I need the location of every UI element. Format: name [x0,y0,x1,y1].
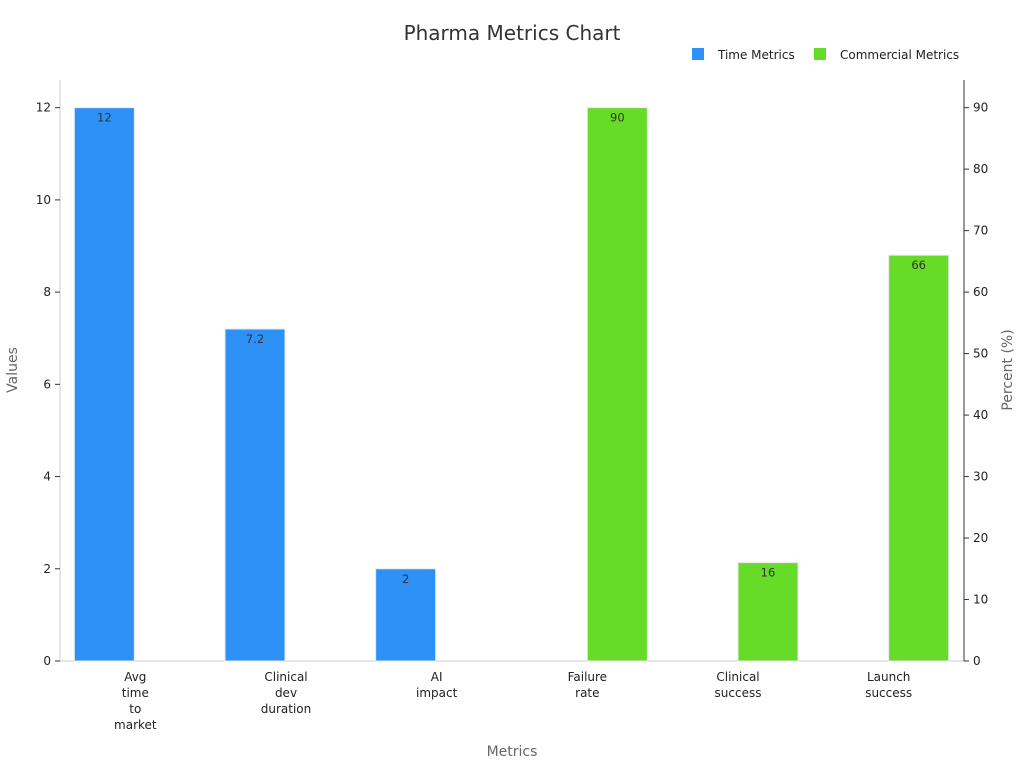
y-axis-title: Values [5,347,21,393]
x-tick-label: AI impact [416,670,458,700]
y-tick-label: 2 [43,562,51,576]
bar-value-label: 7.2 [246,332,264,346]
bar-value-label: 2 [402,572,409,586]
y-tick-label: 0 [43,654,51,668]
y-tick-label: 12 [36,101,51,115]
bar-commercial-metrics-launch-success [888,254,950,662]
legend-label-time-metrics: Time Metrics [717,48,795,62]
legend-label-commercial-metrics: Commercial Metrics [840,48,959,62]
x-tick-label: Avg time to market [114,670,157,732]
y-tick-label: 6 [43,377,51,391]
legend-swatch-commercial-metrics [814,48,826,60]
y2-axis-title: Percent (%) [1000,329,1016,410]
bars: 12 7.2 2 90 16 66 [73,107,950,662]
bar-value-label: 66 [911,258,926,272]
y-tick-label: 4 [43,470,51,484]
y-tick-label: 10 [36,193,51,207]
bar-time-metrics-clinical-dev-duration [224,328,286,662]
y2-tick-label: 60 [973,285,988,299]
x-tick-label: Failure rate [568,670,607,700]
axes: 0 2 4 6 8 10 12 0 10 20 30 40 50 60 70 80 90 [36,80,988,668]
y2-tick-label: 10 [973,593,988,607]
y2-tick-label: 0 [973,654,981,668]
y2-tick-label: 40 [973,408,988,422]
category-labels: Avg time to market Clinical dev duration AI impa… [114,670,912,732]
y2-tick-label: 80 [973,162,988,176]
y2-tick-label: 90 [973,101,988,115]
x-axis-title: Metrics [487,744,538,760]
y2-tick-label: 50 [973,347,988,361]
y2-tick-label: 30 [973,470,988,484]
bar-value-label: 90 [610,111,625,125]
y2-tick-label: 20 [973,531,988,545]
bar-value-label: 16 [761,566,776,580]
legend-swatch-time-metrics [692,48,704,60]
x-tick-label: Clinical success [715,670,762,700]
y2-tick-label: 70 [973,224,988,238]
x-tick-label: Launch success [865,670,912,700]
bar-time-metrics-avg-time-to-market [73,107,135,662]
x-tick-label: Clinical dev duration [261,670,312,716]
y-tick-label: 8 [43,285,51,299]
legend: Time Metrics Commercial Metrics [692,48,959,62]
bar-time-metrics-ai-impact [375,568,437,662]
bar-commercial-metrics-clinical-success [737,562,799,662]
bar-commercial-metrics-failure-rate [586,107,648,662]
bar-value-label: 12 [97,111,112,125]
chart-title: Pharma Metrics Chart [404,21,621,45]
